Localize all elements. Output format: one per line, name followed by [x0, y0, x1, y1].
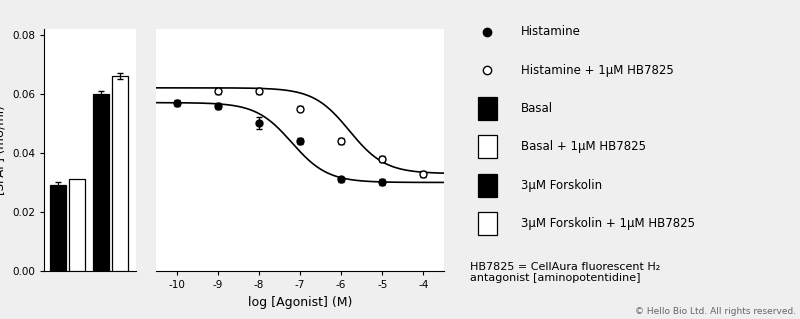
Text: © Hello Bio Ltd. All rights reserved.: © Hello Bio Ltd. All rights reserved.: [635, 307, 797, 316]
Bar: [112, 76, 128, 271]
Y-axis label: [SPAP] (mU/ml): [SPAP] (mU/ml): [0, 105, 6, 195]
Bar: [93, 94, 109, 271]
Bar: [478, 212, 497, 235]
Text: Basal + 1μM HB7825: Basal + 1μM HB7825: [522, 140, 646, 153]
Text: Basal: Basal: [522, 102, 554, 115]
Text: 3μM Forskolin + 1μM HB7825: 3μM Forskolin + 1μM HB7825: [522, 217, 695, 230]
Text: HB7825 = CellAura fluorescent H₂
antagonist [aminopotentidine]: HB7825 = CellAura fluorescent H₂ antagon…: [470, 262, 661, 283]
Bar: [478, 174, 497, 197]
Bar: [478, 97, 497, 120]
X-axis label: log [Agonist] (M): log [Agonist] (M): [248, 296, 352, 309]
Bar: [50, 185, 66, 271]
Bar: [478, 135, 497, 158]
Text: 3μM Forskolin: 3μM Forskolin: [522, 179, 602, 191]
Bar: [69, 180, 86, 271]
Text: Histamine + 1μM HB7825: Histamine + 1μM HB7825: [522, 64, 674, 77]
Text: Histamine: Histamine: [522, 26, 581, 38]
